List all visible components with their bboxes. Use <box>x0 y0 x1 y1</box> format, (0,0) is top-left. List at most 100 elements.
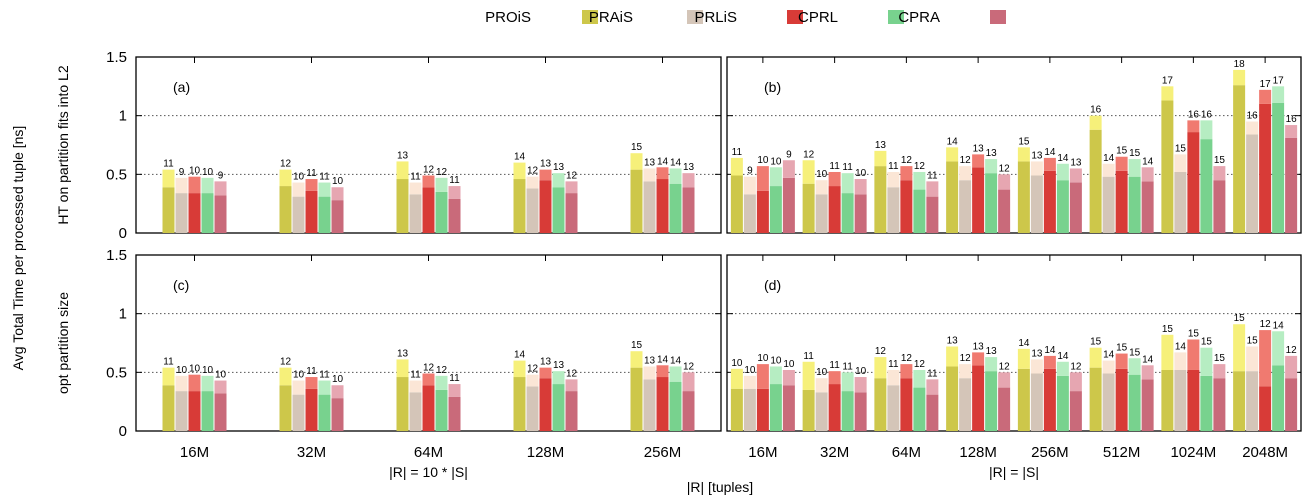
bar-cpra-base <box>1069 391 1082 431</box>
bar-prais-top <box>743 176 756 195</box>
x-tick-label: 2048M <box>1242 444 1288 461</box>
legend-swatch-prais <box>687 10 703 24</box>
bar-prais-base <box>959 180 972 233</box>
bar-cpra-top <box>1285 125 1298 138</box>
bar-data-label: 14 <box>1057 351 1069 362</box>
bar-prois-base <box>1161 100 1174 233</box>
bar-data-label: 15 <box>631 142 643 153</box>
bar-cprl-top <box>1128 358 1141 375</box>
bar-data-label: 12 <box>901 155 913 166</box>
bar-data-label: 12 <box>875 346 887 357</box>
bar-data-label: 11 <box>319 172 330 183</box>
bar-prlis-base <box>900 378 913 431</box>
bar-prlis-top <box>422 175 435 188</box>
bar-prais-top <box>959 364 972 379</box>
bar-prois-top <box>1161 86 1174 101</box>
bar-data-label: 12 <box>999 361 1011 372</box>
bar-prais-base <box>1174 369 1187 431</box>
bar-prlis-top <box>828 171 841 187</box>
bar-prais-top <box>815 378 828 393</box>
bar-cprl-top <box>769 167 782 187</box>
bar-cprl-top <box>1200 347 1213 376</box>
bar-prois-top <box>396 359 409 378</box>
bar-prlis-top <box>972 154 985 168</box>
bar-data-label: 9 <box>218 170 224 181</box>
bar-cprl-base <box>552 187 565 233</box>
bar-prais-base <box>887 187 900 233</box>
bar-data-label: 17 <box>1162 75 1174 86</box>
bar-cprl-base <box>435 191 448 233</box>
bar-cprl-base <box>201 193 214 233</box>
bar-data-label: 11 <box>306 366 317 377</box>
bar-data-label: 13 <box>973 143 985 154</box>
bar-prlis-base <box>1043 170 1056 233</box>
bar-cpra-top <box>854 179 867 195</box>
bar-cprl-top <box>201 177 214 194</box>
bar-prois-top <box>162 367 175 386</box>
bar-prais-base <box>643 181 656 233</box>
y-axis-title: Avg Total Time per processed tuple [ns] <box>10 126 26 371</box>
bar-data-label: 15 <box>1175 143 1187 154</box>
bar-data-label: 13 <box>947 336 959 347</box>
bar-cprl-top <box>1272 86 1285 103</box>
bar-cpra-top <box>448 384 461 397</box>
bar-data-label: 10 <box>816 367 828 378</box>
bar-data-label: 14 <box>1057 153 1069 164</box>
bar-data-label: 13 <box>644 157 656 168</box>
bar-cprl-base <box>1272 102 1285 233</box>
bar-data-label: 13 <box>1031 348 1043 359</box>
bar-cprl-base <box>1200 375 1213 431</box>
bar-data-label: 11 <box>306 168 317 179</box>
bar-cprl-top <box>985 159 998 174</box>
bar-prlis-base <box>756 388 769 431</box>
bar-cprl-top <box>1272 331 1285 366</box>
bar-data-label: 10 <box>202 365 214 376</box>
bar-data-label: 13 <box>1031 150 1043 161</box>
bar-data-label: 12 <box>960 353 972 364</box>
bar-data-label: 12 <box>901 353 913 364</box>
bar-data-label: 10 <box>855 168 867 179</box>
x-tick-label: 256M <box>1031 444 1069 461</box>
bar-prlis-base <box>422 187 435 233</box>
bar-prois-base <box>946 366 959 431</box>
bar-data-label: 12 <box>914 161 926 172</box>
row-label-1: HT on partition fits into L2 <box>55 65 71 224</box>
y-tick-label: 1 <box>119 108 127 125</box>
bar-prlis-base <box>1259 386 1272 431</box>
bar-prais-base <box>743 194 756 233</box>
bar-data-label: 13 <box>986 346 998 357</box>
bar-data-label: 10 <box>757 155 769 166</box>
bar-cpra-top <box>926 181 939 197</box>
bar-cpra-base <box>1141 379 1154 431</box>
bar-prlis-top <box>756 364 769 389</box>
bar-prlis-top <box>539 367 552 379</box>
bar-data-label: 13 <box>540 357 552 368</box>
bar-cprl-top <box>913 171 926 190</box>
bar-cpra-base <box>214 393 227 431</box>
bar-data-label: 10 <box>293 370 305 381</box>
bar-data-label: 15 <box>1188 328 1200 339</box>
bar-prais-top <box>175 177 188 194</box>
bar-prlis-top <box>1259 89 1272 104</box>
bar-prlis-base <box>188 193 201 233</box>
bar-data-label: 10 <box>783 359 795 370</box>
bar-data-label: 14 <box>1273 320 1285 331</box>
legend-swatch-prlis <box>787 10 803 24</box>
bar-prais-top <box>1030 161 1043 176</box>
bar-prois-base <box>162 385 175 431</box>
bar-cpra-base <box>1285 137 1298 233</box>
bar-data-label: 18 <box>1234 59 1246 70</box>
bar-data-label: 11 <box>888 359 899 370</box>
column-xlabel-2: |R| = |S| <box>989 464 1039 480</box>
bar-prais-base <box>292 394 305 431</box>
bar-prlis-base <box>656 179 669 233</box>
bar-data-label: 11 <box>410 370 421 381</box>
bar-prlis-top <box>1187 120 1200 133</box>
bar-prlis-top <box>1115 156 1128 171</box>
bar-prais-base <box>1030 175 1043 233</box>
bar-data-label: 11 <box>449 175 460 186</box>
bar-prais-top <box>643 366 656 380</box>
row-label-2: opt partition size <box>55 292 71 394</box>
bar-prais-base <box>1246 134 1259 233</box>
